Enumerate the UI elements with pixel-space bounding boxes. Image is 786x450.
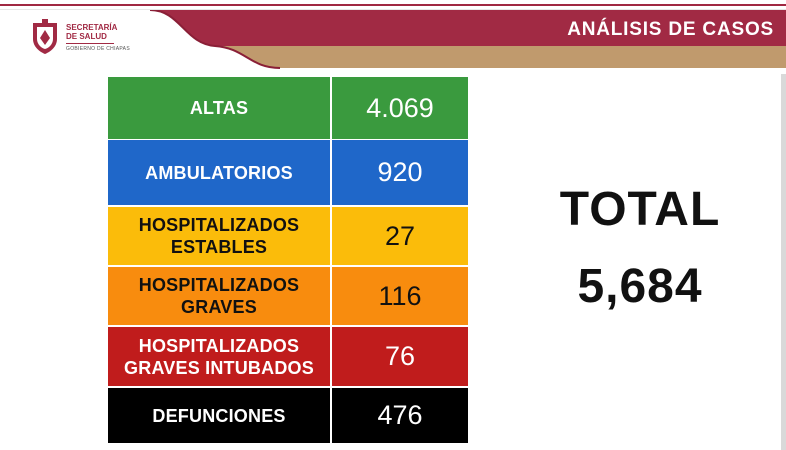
row-label: HOSPITALIZADOS GRAVES INTUBADOS	[108, 327, 330, 386]
logo-text-line1: SECRETARÍA	[66, 23, 118, 32]
table-row: HOSPITALIZADOS GRAVES INTUBADOS 76	[108, 327, 468, 386]
coat-of-arms-icon	[33, 19, 57, 54]
row-label: ALTAS	[108, 77, 330, 139]
table-row: ALTAS 4.069	[108, 77, 468, 139]
logo-divider	[66, 43, 114, 44]
table-row: HOSPITALIZADOS ESTABLES 27	[108, 207, 468, 265]
row-label: HOSPITALIZADOS GRAVES	[108, 267, 330, 325]
row-value: 76	[332, 327, 468, 386]
row-value: 27	[332, 207, 468, 265]
cases-table: ALTAS 4.069 AMBULATORIOS 920 HOSPITALIZADOS E…	[108, 77, 468, 443]
total-label: TOTAL	[559, 183, 721, 236]
top-strip	[0, 0, 786, 10]
header-banner: ANÁLISIS DE CASOS	[0, 10, 786, 74]
table-row: DEFUNCIONES 476	[108, 388, 468, 443]
total-summary: TOTAL 5,684	[520, 182, 760, 314]
top-strip-line	[0, 4, 786, 6]
right-edge-shadow	[781, 74, 786, 450]
row-label: AMBULATORIOS	[108, 140, 330, 205]
page-title: ANÁLISIS DE CASOS	[567, 19, 774, 40]
table-row: HOSPITALIZADOS GRAVES 116	[108, 267, 468, 325]
row-value: 920	[332, 140, 468, 205]
row-value: 4.069	[332, 77, 468, 139]
row-label: DEFUNCIONES	[108, 388, 330, 443]
logo-text-line2: DE SALUD	[66, 32, 107, 41]
table-row: AMBULATORIOS 920	[108, 140, 468, 205]
total-value: 5,684	[577, 260, 703, 313]
row-value: 116	[332, 267, 468, 325]
row-value: 476	[332, 388, 468, 443]
row-label: HOSPITALIZADOS ESTABLES	[108, 207, 330, 265]
secretaria-logo: SECRETARÍA DE SALUD GOBIERNO DE CHIAPAS	[30, 19, 150, 63]
logo-text-line3: GOBIERNO DE CHIAPAS	[66, 46, 130, 52]
